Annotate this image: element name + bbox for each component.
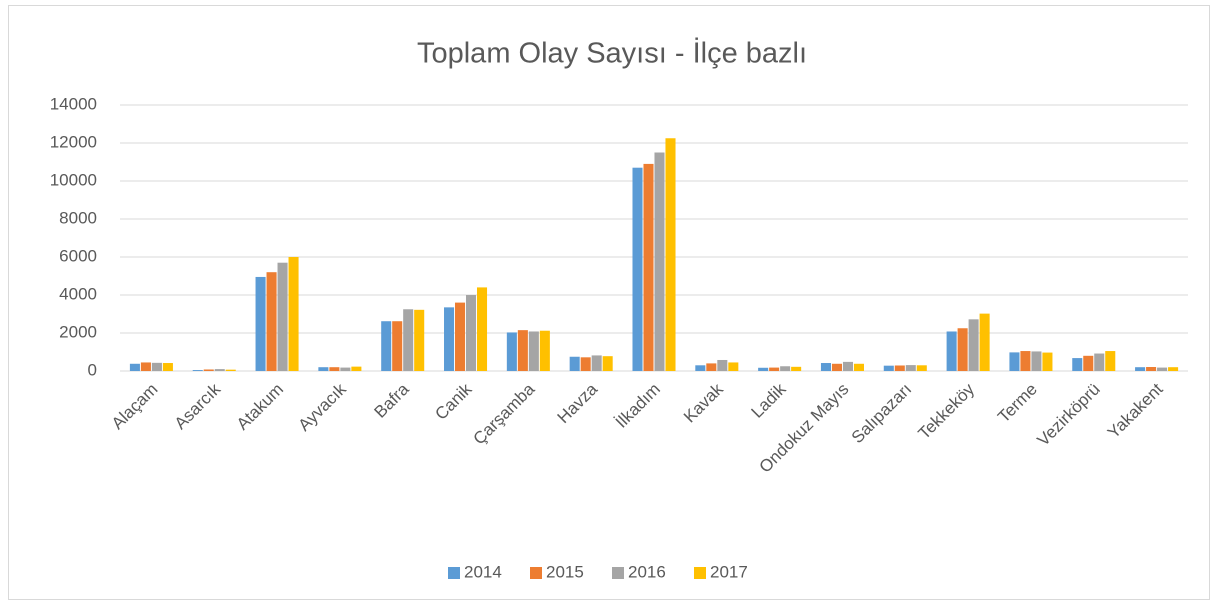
y-tick-label: 0: [88, 360, 97, 379]
bar: [1168, 367, 1179, 371]
bar: [318, 367, 329, 371]
bar: [414, 309, 425, 371]
bar: [632, 167, 643, 371]
bar: [946, 331, 957, 371]
bar: [539, 330, 550, 371]
bar: [277, 262, 288, 371]
bar: [381, 321, 392, 371]
bar: [643, 163, 654, 371]
bar: [255, 276, 266, 371]
bar: [853, 363, 864, 371]
bar: [517, 330, 528, 371]
bar: [340, 367, 351, 371]
bar: [528, 331, 539, 371]
bar: [266, 272, 277, 371]
legend-label: 2015: [546, 562, 584, 581]
bar: [444, 307, 455, 371]
bar: [1009, 352, 1020, 371]
bar: [957, 328, 968, 371]
bar: [288, 257, 299, 371]
bar: [820, 363, 832, 371]
bar: [466, 295, 477, 371]
bar: [1105, 351, 1116, 371]
bar: [192, 370, 203, 371]
bar: [894, 365, 905, 371]
bar: [780, 366, 791, 371]
bar: [665, 138, 676, 371]
chart-title: Toplam Olay Sayısı - İlçe bazlı: [417, 37, 807, 70]
bar: [506, 332, 517, 371]
bar: [214, 369, 225, 371]
bar: [1083, 355, 1094, 371]
bar: [129, 363, 140, 371]
bar: [151, 362, 162, 371]
bar: [791, 366, 802, 371]
y-tick-label: 10000: [50, 170, 97, 189]
legend-swatch: [448, 567, 460, 579]
bar: [591, 355, 602, 371]
y-tick-label: 8000: [59, 208, 97, 227]
legend-label: 2014: [464, 562, 502, 581]
bar: [769, 367, 780, 371]
bar: [140, 362, 151, 371]
bar: [225, 369, 236, 371]
legend-label: 2017: [710, 562, 748, 581]
legend-label: 2016: [628, 562, 666, 581]
bar: [569, 356, 580, 371]
bar: [455, 302, 466, 371]
legend-swatch: [694, 567, 706, 579]
bar: [728, 362, 739, 371]
legend-swatch: [530, 567, 542, 579]
bar: [1031, 351, 1042, 371]
bar: [1146, 367, 1157, 371]
chart-border: [8, 5, 1210, 600]
bar: [162, 363, 173, 371]
bar: [1072, 358, 1083, 371]
bar: [1135, 367, 1146, 371]
y-tick-label: 2000: [59, 322, 97, 341]
y-tick-label: 14000: [50, 94, 97, 113]
bar: [916, 365, 927, 371]
bar: [654, 152, 665, 371]
bar: [329, 367, 340, 371]
y-tick-label: 4000: [59, 284, 97, 303]
bar: [831, 363, 842, 371]
bar: [392, 321, 403, 371]
bar: [968, 319, 979, 371]
bar: [1042, 352, 1053, 371]
bar: [979, 313, 990, 371]
y-tick-label: 12000: [50, 132, 97, 151]
bar: [580, 357, 591, 371]
bar: [351, 366, 362, 371]
bar: [1157, 367, 1168, 371]
bar: [883, 365, 894, 371]
bar: [758, 367, 769, 371]
bar: [695, 365, 706, 371]
bar: [1094, 353, 1105, 371]
bar: [717, 359, 728, 371]
legend-swatch: [612, 567, 624, 579]
bar: [403, 309, 414, 371]
bar: [842, 361, 853, 371]
y-tick-label: 6000: [59, 246, 97, 265]
bar: [905, 365, 916, 371]
bar: [706, 363, 717, 371]
bar: [476, 287, 488, 371]
bar: [602, 356, 613, 371]
bar: [203, 369, 214, 371]
bar: [1020, 351, 1031, 371]
